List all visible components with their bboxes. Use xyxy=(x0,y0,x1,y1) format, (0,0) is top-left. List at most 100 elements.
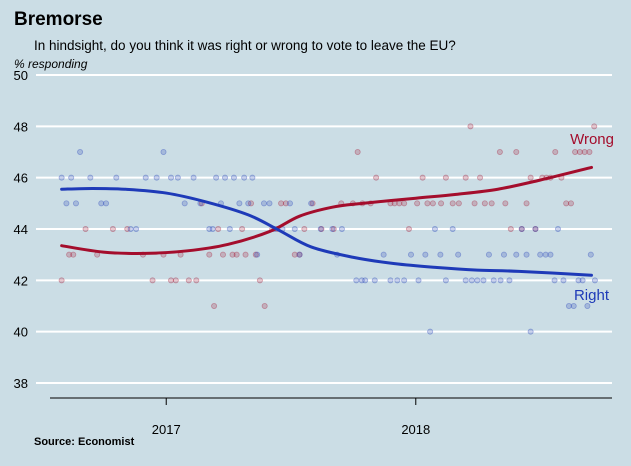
data-point xyxy=(455,200,462,207)
data-point xyxy=(256,277,263,284)
data-point xyxy=(576,148,583,155)
y-tick-label: 46 xyxy=(14,171,28,186)
data-point xyxy=(537,251,544,258)
data-point xyxy=(245,200,252,207)
data-point xyxy=(422,251,429,258)
data-point xyxy=(575,277,582,284)
data-point xyxy=(338,225,345,232)
data-point xyxy=(113,174,120,181)
trend-lines xyxy=(60,165,593,277)
data-point xyxy=(330,225,337,232)
data-point xyxy=(477,174,484,181)
data-point xyxy=(513,251,520,258)
data-point xyxy=(429,200,436,207)
data-point xyxy=(527,174,534,181)
data-point xyxy=(291,251,298,258)
data-point xyxy=(98,200,105,207)
data-point xyxy=(380,251,387,258)
data-point xyxy=(172,277,179,284)
data-point xyxy=(239,225,246,232)
data-point xyxy=(127,225,134,232)
data-point xyxy=(419,174,426,181)
data-point xyxy=(226,225,233,232)
data-point xyxy=(387,277,394,284)
data-point xyxy=(565,302,572,309)
data-point xyxy=(518,225,525,232)
data-point xyxy=(249,174,256,181)
x-tick-label: 2017 xyxy=(152,422,181,437)
data-point xyxy=(488,200,495,207)
data-point xyxy=(507,225,514,232)
data-point xyxy=(523,200,530,207)
series-label-wrong: Wrong xyxy=(570,131,614,148)
data-point xyxy=(518,225,525,232)
y-tick-label: 42 xyxy=(14,273,28,288)
data-point xyxy=(230,174,237,181)
data-point xyxy=(485,251,492,258)
data-point xyxy=(563,200,570,207)
data-point xyxy=(353,277,360,284)
data-point xyxy=(133,225,140,232)
data-point xyxy=(242,251,249,258)
data-point xyxy=(586,148,593,155)
data-point xyxy=(394,277,401,284)
series-labels: Wrong Right xyxy=(570,131,614,304)
x-tick-marks: 2017 2018 xyxy=(152,398,430,437)
data-point xyxy=(438,200,445,207)
data-point xyxy=(449,225,456,232)
data-point xyxy=(174,174,181,181)
data-point xyxy=(354,148,361,155)
data-point xyxy=(591,277,598,284)
y-tick-labels: 38 40 42 44 46 48 50 xyxy=(14,68,28,391)
data-point xyxy=(58,174,65,181)
data-point xyxy=(70,251,77,258)
data-point xyxy=(58,277,65,284)
data-point xyxy=(77,148,84,155)
data-point xyxy=(462,277,469,284)
data-point xyxy=(584,302,591,309)
data-point xyxy=(248,200,255,207)
trend-line-right xyxy=(60,186,593,277)
data-point xyxy=(496,148,503,155)
data-point xyxy=(318,225,325,232)
data-point xyxy=(437,251,444,258)
data-point xyxy=(554,225,561,232)
data-point xyxy=(358,277,365,284)
data-point xyxy=(431,225,438,232)
data-point xyxy=(317,225,324,232)
y-tick-label: 50 xyxy=(14,68,28,83)
data-point xyxy=(261,302,268,309)
chart-title: Bremorse xyxy=(14,9,103,30)
data-point xyxy=(301,225,308,232)
data-point xyxy=(427,328,434,335)
data-point xyxy=(149,277,156,284)
data-point xyxy=(252,251,259,258)
data-point xyxy=(215,225,222,232)
data-point xyxy=(142,174,149,181)
data-point xyxy=(532,225,539,232)
data-point xyxy=(506,277,513,284)
data-point xyxy=(168,277,175,284)
data-point xyxy=(523,251,530,258)
data-point xyxy=(296,251,303,258)
data-point xyxy=(407,251,414,258)
data-point xyxy=(542,251,549,258)
data-point xyxy=(401,277,408,284)
data-point xyxy=(291,225,298,232)
data-point xyxy=(236,200,243,207)
data-point xyxy=(103,200,110,207)
data-point xyxy=(109,225,116,232)
x-tick-label: 2018 xyxy=(401,422,430,437)
data-point xyxy=(206,225,213,232)
data-point xyxy=(160,148,167,155)
data-point xyxy=(591,123,598,130)
data-point xyxy=(211,302,218,309)
data-point xyxy=(362,277,369,284)
data-point xyxy=(278,200,285,207)
data-point xyxy=(500,251,507,258)
data-point xyxy=(222,174,229,181)
data-point xyxy=(329,225,336,232)
gridlines xyxy=(36,74,612,384)
data-point xyxy=(87,174,94,181)
